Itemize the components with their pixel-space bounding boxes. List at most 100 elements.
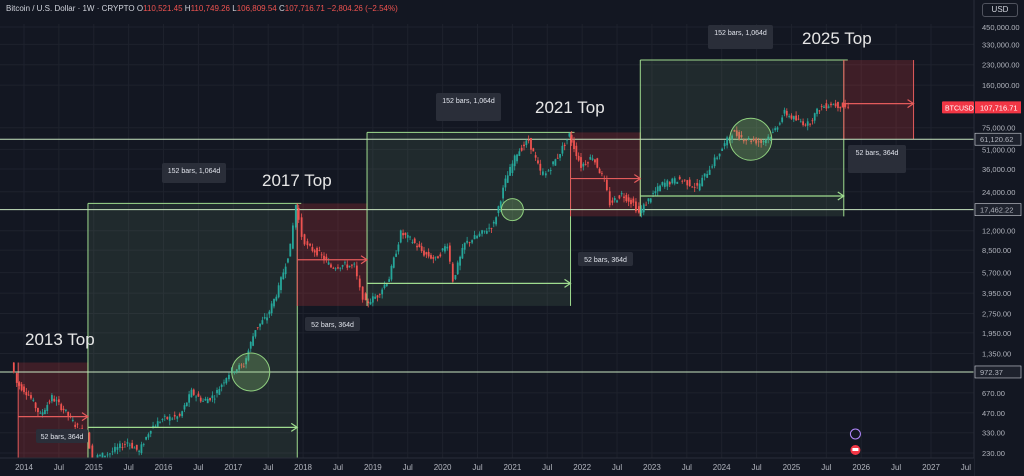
candle-body (383, 284, 386, 288)
bull-box (367, 132, 571, 306)
candle-body (566, 139, 568, 141)
candle-body (327, 262, 330, 265)
candle-body (439, 254, 442, 257)
candle-body (637, 206, 640, 213)
candle-body (60, 404, 63, 411)
price-tick-label: 230,000.00 (982, 61, 1020, 70)
price-tick-label: 160,000.00 (982, 81, 1020, 90)
candle-body (618, 195, 621, 199)
candle-body (418, 244, 421, 247)
candle-body (813, 113, 816, 121)
measure-label-text: 52 bars, 364d (584, 257, 627, 264)
candle-body (718, 153, 721, 157)
candle-body (577, 155, 580, 161)
price-tick-label: 36,000.00 (982, 165, 1015, 174)
candle-body (142, 444, 145, 446)
candle-body (71, 419, 74, 422)
candle-body (544, 173, 547, 176)
measure-label-text: 152 bars, 1,064d (714, 30, 767, 37)
measure-label-box (708, 25, 773, 49)
candle-body (55, 400, 58, 402)
cycle-top-label: 2021 Top (535, 98, 605, 117)
candle-body (509, 167, 511, 176)
candle-body (466, 240, 469, 243)
candle-body (323, 255, 325, 261)
measure-labels: 52 bars, 364d 152 bars, 1,064d 52 bars, 36… (36, 25, 906, 443)
candle-body (252, 336, 254, 346)
candle-body (832, 104, 835, 106)
candle-body (816, 108, 818, 114)
candle-body (399, 230, 402, 243)
time-tick-label: Jul (472, 463, 482, 472)
candle-body (703, 173, 706, 177)
candle-body (767, 136, 770, 140)
measure-label-text: 152 bars, 1,064d (168, 168, 221, 175)
candle-body (294, 205, 297, 228)
candle-body (277, 285, 280, 298)
time-axis[interactable]: 2014 Jul 2015 Jul 2016 Jul 2017 Jul 2018 Jul 2019 J… (0, 457, 974, 476)
candle-body (263, 317, 266, 319)
price-tick-label: 24,000.00 (982, 188, 1015, 197)
price-tick-label: 670.00 (982, 389, 1005, 398)
highlight-circle (231, 352, 271, 392)
candle-body (661, 182, 664, 186)
symbol-title[interactable]: Bitcoin / U.S. Dollar · 1W · CRYPTO (6, 4, 135, 13)
candle-body (783, 109, 786, 114)
time-tick-label: 2018 (294, 463, 312, 472)
candle-body (468, 242, 471, 243)
measure-label-box (848, 145, 906, 173)
candle-body (623, 196, 625, 199)
candle-body (67, 411, 70, 416)
bull-box (640, 60, 844, 217)
candle-body (723, 143, 726, 147)
candle-body (559, 154, 561, 158)
low-label: L (232, 4, 237, 13)
candle-body (25, 392, 28, 396)
candle-body (523, 144, 525, 147)
candle-body (171, 418, 174, 420)
candle-body (663, 182, 666, 187)
candle-body (537, 160, 539, 164)
candle-body (671, 178, 674, 184)
candle-body (109, 453, 111, 455)
candle-body (582, 163, 585, 167)
candle-body (561, 145, 564, 154)
candle-body (504, 178, 507, 188)
candle-body (771, 131, 774, 133)
candle-body (313, 250, 316, 253)
candle-body (490, 228, 493, 229)
candle-body (591, 158, 594, 160)
price-axis[interactable]: 450,000.00 330,000.00 230,000.00 160,000.00… (942, 0, 1024, 476)
candle-body (841, 102, 844, 108)
change-value: −2,804.26 (−2.54%) (327, 4, 398, 13)
candle-body (423, 250, 425, 256)
candle-body (745, 139, 748, 141)
time-tick-label: 2022 (573, 463, 591, 472)
price-tick-label: 450,000.00 (982, 23, 1020, 32)
candle-body (652, 193, 654, 194)
candle-body (381, 289, 384, 295)
candle-body (413, 238, 416, 244)
candle-body (166, 416, 169, 419)
bear-box (843, 60, 914, 140)
candle-body (673, 178, 676, 184)
candle-body (183, 405, 186, 410)
price-level-badge (974, 132, 1022, 146)
candle-body (195, 396, 197, 398)
candle-body (289, 243, 292, 257)
currency-button[interactable]: USD (982, 3, 1018, 17)
candle-body (266, 317, 268, 321)
candle-body (476, 235, 478, 239)
candle-body (547, 170, 550, 172)
candle-body (839, 106, 842, 109)
price-tick-label: 12,000.00 (982, 227, 1015, 236)
candle-body (249, 341, 252, 349)
time-tick-label: Jul (961, 463, 971, 472)
candle-body (463, 242, 466, 250)
candle-body (106, 454, 109, 456)
candle-body (613, 198, 616, 201)
candle-body (344, 262, 346, 264)
measure-label-text: 52 bars, 364d (856, 150, 899, 157)
candle-body (820, 106, 823, 107)
